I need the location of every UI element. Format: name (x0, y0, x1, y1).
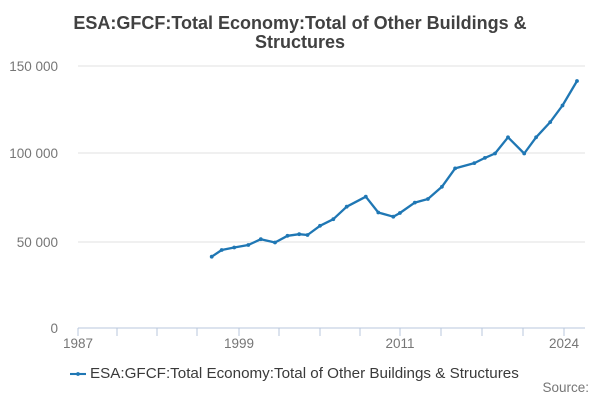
svg-text:1999: 1999 (224, 336, 254, 351)
svg-text:0: 0 (50, 321, 58, 336)
svg-text:50 000: 50 000 (17, 235, 58, 250)
svg-text:100 000: 100 000 (9, 146, 58, 161)
svg-text:2011: 2011 (385, 336, 414, 351)
svg-text:150 000: 150 000 (9, 59, 58, 74)
svg-text:1987: 1987 (63, 336, 93, 351)
svg-text:2024: 2024 (549, 336, 580, 351)
